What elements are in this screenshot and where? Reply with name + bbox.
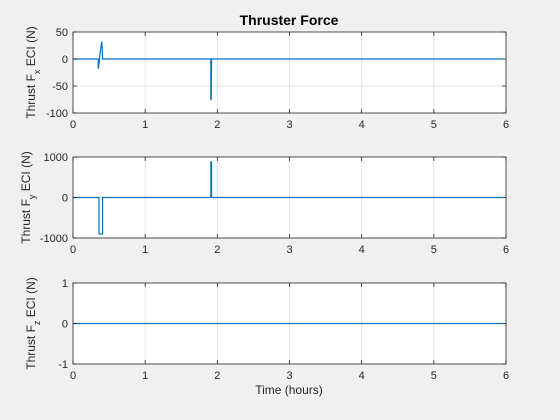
x-tick-label: 3 bbox=[286, 370, 292, 382]
x-tick-label: 1 bbox=[142, 244, 148, 256]
x-tick-label: 5 bbox=[431, 119, 437, 131]
y-tick-label: -1 bbox=[58, 359, 68, 371]
y-axis-label-base: Thrust F bbox=[24, 325, 38, 370]
y-axis-label-rest: ECI (N) bbox=[24, 26, 38, 69]
y-tick-label: 0 bbox=[62, 319, 68, 331]
y-axis-label-rest: ECI (N) bbox=[19, 151, 33, 194]
x-axis-label: Time (hours) bbox=[255, 383, 323, 397]
y-axis-label-subscript: y bbox=[27, 194, 37, 199]
y-tick-label: 1000 bbox=[44, 152, 68, 164]
x-tick-label: 2 bbox=[214, 244, 220, 256]
x-tick-label: 1 bbox=[142, 370, 148, 382]
y-axis-label-base: Thrust F bbox=[19, 199, 33, 244]
x-tick-label: 0 bbox=[70, 119, 76, 131]
x-tick-label: 2 bbox=[214, 119, 220, 131]
series-line bbox=[73, 41, 503, 101]
y-axis-label: Thrust Fz ECI (N) bbox=[24, 277, 42, 370]
x-tick-label: 1 bbox=[142, 119, 148, 131]
y-tick-label: -100 bbox=[46, 108, 68, 120]
y-tick-label: 50 bbox=[56, 27, 68, 39]
x-tick-label: 4 bbox=[359, 119, 365, 131]
x-tick-label: 2 bbox=[214, 370, 220, 382]
x-tick-label: 6 bbox=[503, 370, 509, 382]
y-axis-label-subscript: z bbox=[32, 320, 42, 325]
x-tick-label: 5 bbox=[431, 244, 437, 256]
y-axis-label-rest: ECI (N) bbox=[24, 277, 38, 320]
y-tick-label: 0 bbox=[62, 54, 68, 66]
x-tick-label: 4 bbox=[359, 244, 365, 256]
x-tick-label: 5 bbox=[431, 370, 437, 382]
subplot-1: 0 1 2 3 4 5 6 50 0 -50 -100 Thrust Fx ECI (N) bbox=[24, 26, 509, 131]
x-tick-label: 3 bbox=[286, 119, 292, 131]
x-tick-label: 0 bbox=[70, 244, 76, 256]
x-tick-label: 3 bbox=[286, 244, 292, 256]
y-axis-label-base: Thrust F bbox=[24, 74, 38, 119]
y-tick-label: -50 bbox=[52, 81, 68, 93]
y-axis-label-subscript: x bbox=[32, 69, 42, 74]
y-tick-label: 1 bbox=[62, 278, 68, 290]
y-axis-label: Thrust Fx ECI (N) bbox=[24, 26, 42, 119]
x-tick-label: 6 bbox=[503, 244, 509, 256]
x-tick-label: 6 bbox=[503, 119, 509, 131]
figure-title: Thruster Force bbox=[240, 12, 339, 28]
y-axis-label: Thrust Fy ECI (N) bbox=[19, 151, 37, 244]
x-tick-label: 4 bbox=[359, 370, 365, 382]
series-line bbox=[73, 161, 503, 235]
x-tick-label: 0 bbox=[70, 370, 76, 382]
y-tick-label: 0 bbox=[62, 193, 68, 205]
y-tick-label: -1000 bbox=[40, 233, 68, 245]
